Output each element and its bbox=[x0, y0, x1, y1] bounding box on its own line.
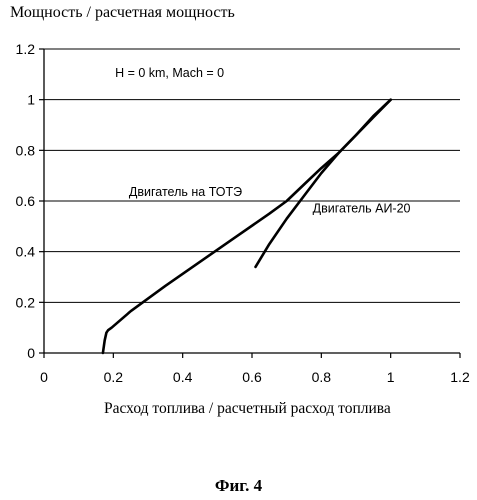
series-line-1 bbox=[256, 100, 391, 267]
y-tick-label-1: 0.2 bbox=[16, 294, 36, 310]
annotation-0: H = 0 km, Mach = 0 bbox=[115, 66, 224, 80]
y-tick-label-0: 0 bbox=[27, 345, 35, 361]
y-tick-label-3: 0.6 bbox=[16, 193, 36, 209]
x-tick-label-1: 0.2 bbox=[104, 369, 124, 385]
x-tick-label-5: 1 bbox=[387, 369, 395, 385]
x-tick-label-0: 0 bbox=[40, 369, 48, 385]
figure-caption: Фиг. 4 bbox=[0, 476, 477, 496]
y-tick-label-4: 0.8 bbox=[16, 142, 36, 158]
xlabel-bottom: Расход топлива / расчетный расход топлив… bbox=[104, 400, 391, 418]
series-lines bbox=[103, 100, 391, 353]
x-tick-label-6: 1.2 bbox=[450, 369, 470, 385]
y-tick-label-6: 1.2 bbox=[16, 41, 36, 57]
x-tick-label-2: 0.4 bbox=[173, 369, 193, 385]
series-line-0 bbox=[103, 100, 391, 353]
y-tick-label-2: 0.4 bbox=[16, 244, 36, 260]
grid-lines bbox=[44, 49, 460, 302]
x-tick-label-3: 0.6 bbox=[242, 369, 262, 385]
x-tick-label-4: 0.8 bbox=[312, 369, 332, 385]
annotation-2: Двигатель АИ-20 bbox=[313, 201, 411, 215]
annotation-1: Двигатель на ТОТЭ bbox=[129, 185, 242, 199]
y-tick-label-5: 1 bbox=[27, 92, 35, 108]
annotations: H = 0 km, Mach = 0 Двигатель на ТОТЭ Двига… bbox=[115, 66, 410, 216]
